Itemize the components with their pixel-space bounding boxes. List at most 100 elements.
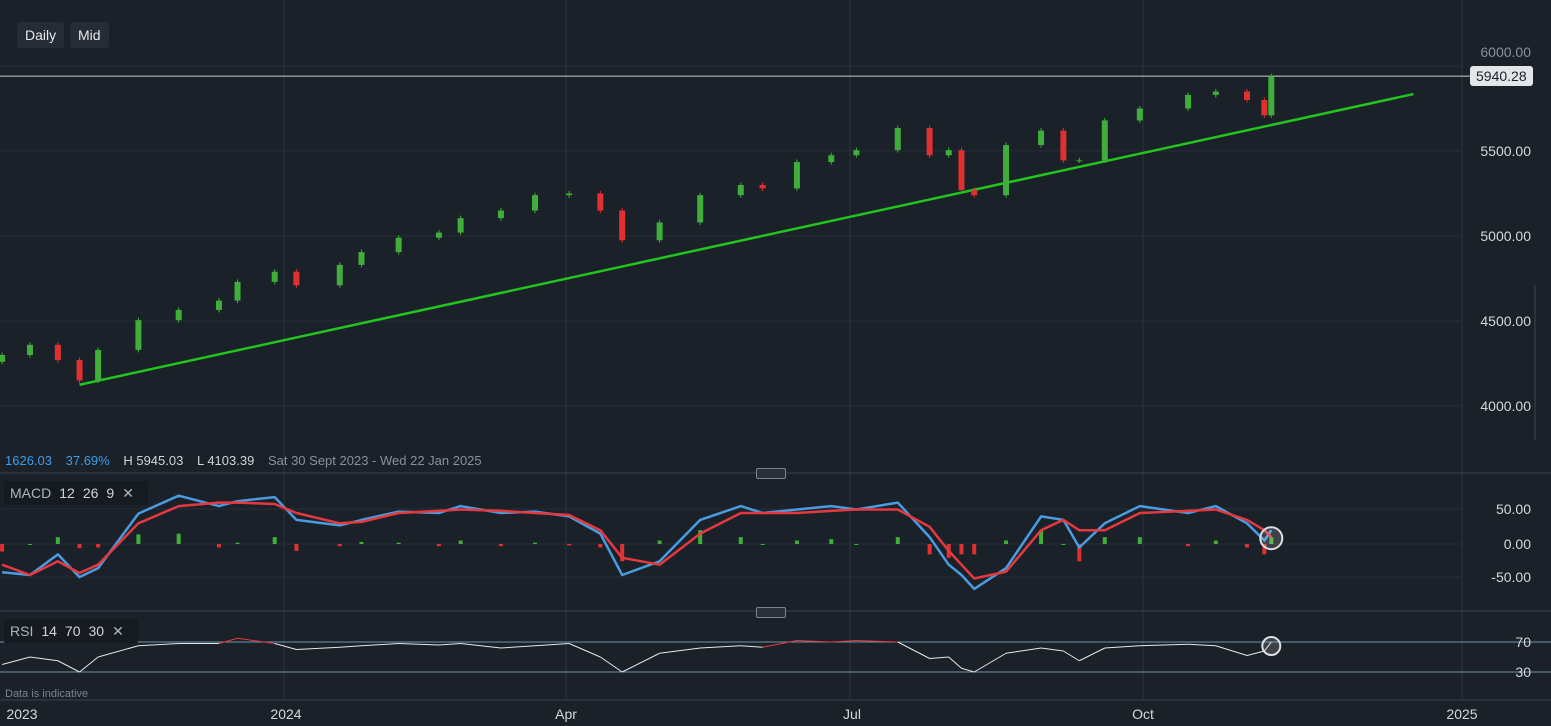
macd-histogram-bar — [498, 544, 503, 547]
macd-line — [1, 494, 1273, 591]
candle — [135, 320, 142, 350]
rsi-line-segment — [438, 643, 461, 646]
candle — [457, 218, 464, 233]
rsi-line-segment — [1005, 647, 1042, 654]
macd-histogram-bar — [0, 544, 5, 552]
candle — [926, 128, 933, 156]
macd-close-icon[interactable]: ✕ — [122, 485, 134, 501]
candle — [958, 150, 965, 191]
rsi-label: RSI — [10, 623, 34, 639]
macd-histogram-bar — [337, 544, 342, 547]
macd-histogram-bar — [927, 544, 932, 555]
rsi-highlight-circle — [1261, 636, 1282, 656]
candle — [619, 210, 626, 241]
macd-histogram-bar — [55, 537, 60, 544]
macd-tick-0: 0.00 — [1503, 536, 1531, 552]
rsi-tick-30: 30 — [1515, 664, 1531, 680]
rsi-line-segment — [1215, 645, 1248, 656]
macd-histogram-bar — [854, 544, 859, 545]
candle — [828, 155, 835, 163]
rsi-line-segment — [856, 640, 898, 643]
rsi-param-upper: 70 — [64, 623, 81, 639]
rsi-line-segment — [97, 645, 139, 658]
rsi-param-period: 14 — [41, 623, 57, 639]
macd-histogram-bar — [1077, 544, 1082, 562]
rsi-line-segment — [659, 647, 701, 654]
rsi-line-segment — [1263, 641, 1272, 652]
candle — [697, 195, 704, 223]
macd-param-signal: 9 — [106, 485, 115, 501]
macd-histogram-bar — [235, 542, 240, 544]
candle — [1060, 130, 1067, 161]
candle — [894, 128, 901, 151]
rsi-line-segment — [1104, 645, 1140, 649]
candle — [759, 185, 766, 189]
rsi-line-segment — [948, 656, 962, 669]
low-value: L 4103.39 — [196, 453, 255, 468]
macd-histogram-bar — [272, 537, 277, 544]
candle — [853, 150, 860, 156]
candle — [945, 150, 952, 156]
candle — [971, 190, 978, 196]
rsi-line-segment — [460, 643, 501, 649]
macd-histogram-bar — [359, 541, 364, 544]
rsi-line-segment — [29, 656, 58, 662]
rsi-line-segment — [1246, 650, 1265, 656]
price-tick-4000: 4000.00 — [1480, 398, 1531, 414]
macd-tick-minus50: -50.00 — [1491, 569, 1531, 585]
rsi-line-segment — [138, 643, 179, 647]
macd-tick-50: 50.00 — [1495, 501, 1531, 517]
rsi-line-segment — [929, 656, 949, 659]
candle — [76, 360, 83, 381]
rsi-line-segment — [79, 656, 99, 673]
rsi-pane-resize-handle[interactable] — [756, 607, 786, 618]
rsi-legend: RSI 14 70 30 ✕ — [4, 619, 138, 643]
candle — [1003, 145, 1010, 196]
candle — [95, 349, 102, 381]
macd-histogram-bar — [1269, 537, 1274, 544]
candle — [597, 193, 604, 211]
candle — [497, 210, 504, 219]
macd-histogram-bar — [1186, 544, 1191, 547]
candle — [793, 162, 800, 189]
rsi-line-segment — [897, 641, 930, 659]
rsi-line-segment — [961, 667, 975, 673]
time-tick-jul: Jul — [843, 706, 861, 722]
candle — [1268, 76, 1275, 116]
candle — [358, 252, 365, 265]
date-range: Sat 30 Sept 2023 - Wed 22 Jan 2025 — [267, 453, 482, 468]
macd-histogram-bar — [972, 544, 977, 555]
candle — [215, 300, 222, 310]
rsi-line-segment — [361, 643, 399, 647]
price-type-button[interactable]: Mid — [70, 22, 109, 48]
signal-line — [1, 501, 1273, 580]
macd-histogram-bar — [436, 544, 441, 547]
rsi-line-segment — [762, 640, 798, 648]
macd-histogram-bar — [1262, 544, 1267, 555]
macd-highlight-circle — [1259, 526, 1284, 551]
macd-histogram-bar — [396, 542, 401, 544]
macd-histogram-bar — [458, 540, 463, 544]
trendline — [79, 92, 1414, 386]
rsi-line-segment — [700, 645, 741, 649]
macd-histogram-bar — [598, 544, 603, 548]
last-price-tag: 5940.28 — [1470, 66, 1533, 86]
rsi-line-segment — [398, 643, 439, 646]
candle — [435, 232, 442, 238]
range-info: 1626.03 37.69% H 5945.03 L 4103.39 Sat 3… — [5, 453, 492, 468]
macd-histogram-bar — [77, 544, 82, 549]
candle — [1244, 91, 1251, 100]
rsi-close-icon[interactable]: ✕ — [112, 623, 124, 639]
candle — [26, 344, 33, 355]
interval-button[interactable]: Daily — [17, 22, 65, 48]
time-tick-oct: Oct — [1132, 706, 1154, 722]
macd-pane-resize-handle[interactable] — [756, 468, 786, 479]
candle — [656, 222, 663, 241]
rsi-line-segment — [57, 660, 80, 673]
candle — [271, 271, 278, 282]
candle — [0, 355, 6, 362]
macd-histogram-bar — [1004, 540, 1009, 544]
macd-histogram-bar — [1061, 544, 1066, 545]
time-tick-2024: 2024 — [270, 706, 302, 722]
price-tick-5500: 5500.00 — [1480, 143, 1531, 159]
